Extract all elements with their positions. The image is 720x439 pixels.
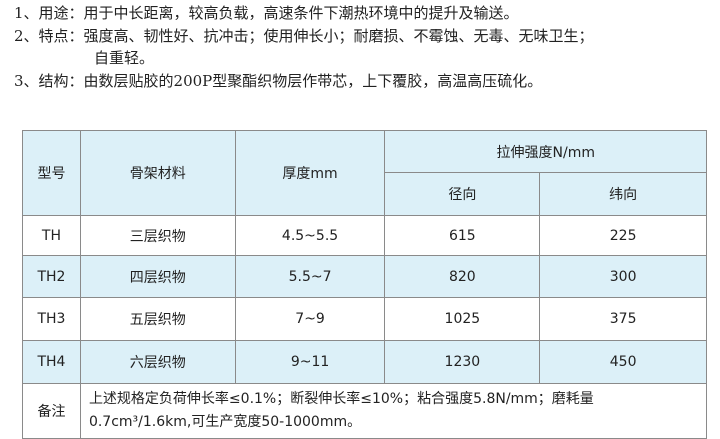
table-row: TH3 五层织物 7~9 1025 375 [22, 297, 707, 341]
header-material: 骨架材料 [79, 130, 236, 216]
cell-material: 五层织物 [79, 297, 236, 341]
cell-model: TH2 [22, 255, 81, 298]
remarks-label: 备注 [22, 383, 81, 439]
spec-table: 型号 骨架材料 厚度mm 拉伸强度N/mm 径向 纬向 TH 三层织物 4.5~5.… [22, 130, 708, 439]
cell-material: 六层织物 [79, 340, 236, 384]
header-warp: 径向 [384, 172, 541, 216]
table-row: TH 三层织物 4.5~5.5 615 225 [22, 215, 707, 256]
cell-material: 四层织物 [79, 255, 236, 298]
intro-line: 2、特点：强度高、韧性好、抗冲击；使用伸长小；耐磨损、不霉蚀、无毒、无味卫生； [14, 26, 594, 45]
header-weft: 纬向 [539, 172, 707, 216]
cell-model: TH [22, 215, 81, 256]
cell-thickness: 4.5~5.5 [234, 215, 386, 256]
cell-thickness: 7~9 [234, 297, 386, 341]
intro-line: 3、结构：由数层贴胶的200P型聚酯织物层作带芯，上下覆胶，高温高压硫化。 [14, 71, 543, 90]
cell-warp: 615 [384, 215, 541, 256]
cell-thickness: 5.5~7 [234, 255, 386, 298]
intro-line: 自重轻。 [94, 49, 155, 67]
cell-warp: 1025 [384, 297, 541, 341]
header-model: 型号 [22, 130, 81, 216]
cell-weft: 375 [539, 297, 707, 341]
cell-material: 三层织物 [79, 215, 236, 256]
cell-model: TH4 [22, 340, 81, 384]
intro-text: 1、用途：用于中长距离，较高负载，高速条件下潮热环境中的提升及输送。 2、特点：… [14, 2, 594, 92]
cell-model: TH3 [22, 297, 81, 341]
table-row: TH2 四层织物 5.5~7 820 300 [22, 255, 707, 298]
remarks-row: 备注 上述规格定负荷伸长率≤0.1%；断裂伸长率≤10%；粘合强度5.8N/mm… [22, 383, 708, 439]
cell-weft: 300 [539, 255, 707, 298]
cell-warp: 820 [384, 255, 541, 298]
remarks-line: 0.7cm³/1.6km,可生产宽度50-1000mm。 [88, 414, 362, 430]
cell-warp: 1230 [384, 340, 541, 384]
cell-weft: 225 [539, 215, 707, 256]
remarks-text: 上述规格定负荷伸长率≤0.1%；断裂伸长率≤10%；粘合强度5.8N/mm；磨耗… [79, 383, 708, 439]
cell-thickness: 9~11 [234, 340, 386, 384]
header-tensile: 拉伸强度N/mm [384, 130, 707, 173]
table-row: TH4 六层织物 9~11 1230 450 [22, 340, 707, 384]
intro-line: 1、用途：用于中长距离，较高负载，高速条件下潮热环境中的提升及输送。 [14, 4, 519, 22]
remarks-line: 上述规格定负荷伸长率≤0.1%；断裂伸长率≤10%；粘合强度5.8N/mm；磨耗… [88, 391, 594, 407]
cell-weft: 450 [539, 340, 707, 384]
header-thickness: 厚度mm [234, 130, 386, 216]
